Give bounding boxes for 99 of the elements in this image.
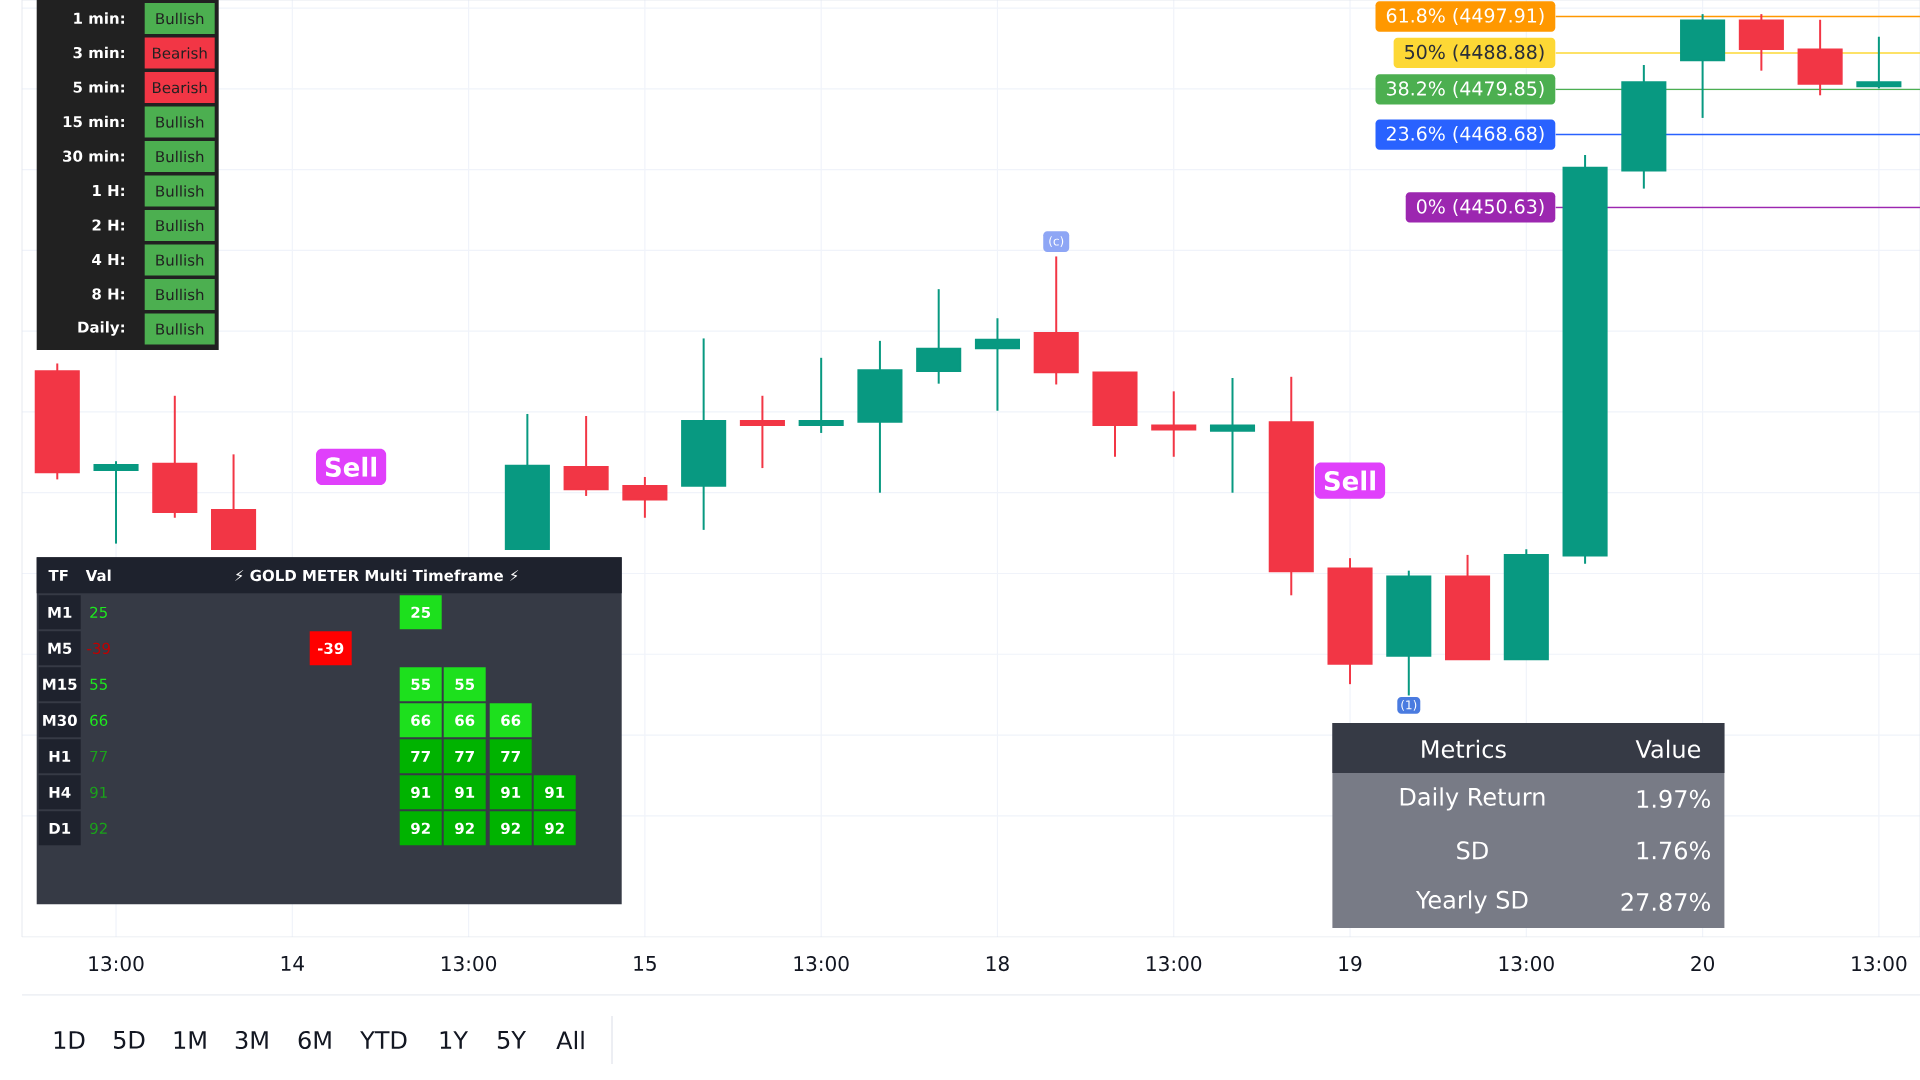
annotation: Bullish bbox=[156, 219, 204, 232]
annotation: Daily: bbox=[78, 321, 124, 336]
annotation: ⚡ GOLD METER Multi Timeframe ⚡ bbox=[235, 569, 519, 582]
x-tick-label: 13:00 bbox=[794, 956, 849, 972]
text: 5D bbox=[113, 1031, 145, 1049]
annotation: 92 bbox=[501, 822, 520, 835]
annotation: 3 min: bbox=[73, 46, 124, 59]
candlestick bbox=[1856, 35, 1902, 90]
annotation: Bullish bbox=[156, 323, 204, 335]
candlestick bbox=[1151, 390, 1197, 458]
annotation: 92 bbox=[90, 822, 107, 835]
ref-line-label: 50% (4488.88) bbox=[1405, 44, 1544, 62]
annotation: 66 bbox=[411, 714, 431, 727]
annotation: 66 bbox=[501, 714, 521, 727]
annotation: 1 H: bbox=[93, 185, 124, 196]
ref-line-label: 0% (4450.63) bbox=[1416, 198, 1544, 216]
annotation: Bullish bbox=[156, 254, 204, 266]
annotation: 66 bbox=[90, 714, 108, 727]
annotation: M1 bbox=[48, 606, 72, 618]
text: 1D bbox=[54, 1031, 85, 1049]
x-tick-label: 13:00 bbox=[89, 956, 144, 972]
candlestick bbox=[974, 317, 1020, 412]
annotation: Bullish bbox=[156, 116, 204, 128]
annotation: H1 bbox=[49, 750, 71, 762]
annotation: 91 bbox=[545, 786, 565, 799]
annotation: 4 H: bbox=[92, 254, 124, 265]
annotation: Bearish bbox=[152, 47, 207, 59]
annotation: 92 bbox=[545, 822, 564, 835]
x-tick-label: 19 bbox=[1339, 956, 1362, 972]
x-tick-label: 13:00 bbox=[441, 956, 497, 972]
candlestick bbox=[798, 356, 844, 434]
annotation: 15 min: bbox=[63, 115, 124, 128]
annotation: 2 H: bbox=[92, 219, 124, 231]
annotation: M30 bbox=[43, 714, 77, 727]
annotation: 1 min: bbox=[74, 12, 124, 24]
text: 3M bbox=[235, 1030, 268, 1050]
annotation: 30 min: bbox=[63, 150, 124, 162]
text: 1M bbox=[174, 1031, 206, 1049]
annotation: Val bbox=[85, 569, 111, 582]
x-tick-label: 13:00 bbox=[1852, 956, 1907, 972]
candlestick bbox=[1209, 377, 1256, 494]
annotation: 55 bbox=[455, 678, 475, 690]
annotation: Bullish bbox=[156, 288, 204, 301]
x-tick-label: 13:00 bbox=[1147, 956, 1202, 972]
text: 1Y bbox=[440, 1031, 469, 1049]
annotation: 91 bbox=[455, 786, 475, 799]
ref-line-label: 38.2% (4479.85) bbox=[1386, 80, 1544, 98]
annotation: Sell bbox=[1324, 470, 1375, 491]
annotation: Yearly SD bbox=[1415, 890, 1528, 914]
annotation: H4 bbox=[49, 786, 71, 798]
x-tick-label: 14 bbox=[281, 956, 304, 971]
annotation: 1.76% bbox=[1637, 841, 1710, 860]
annotation: 77 bbox=[501, 750, 520, 762]
x-tick-label: 18 bbox=[986, 956, 1009, 972]
x-tick-label: 13:00 bbox=[1499, 956, 1554, 972]
ref-line-label: 61.8% (4497.91) bbox=[1386, 8, 1544, 25]
annotation: 55 bbox=[411, 678, 431, 690]
annotation: Metrics bbox=[1422, 739, 1506, 759]
x-tick-label: 15 bbox=[634, 956, 656, 971]
annotation: (c) bbox=[1049, 236, 1064, 247]
annotation: 77 bbox=[411, 750, 430, 762]
annotation: 1.97% bbox=[1637, 789, 1710, 809]
annotation: -39 bbox=[87, 642, 110, 655]
annotation: Bullish bbox=[156, 150, 204, 163]
ref-line-label: 23.6% (4468.68) bbox=[1386, 126, 1544, 144]
annotation: 77 bbox=[90, 750, 107, 762]
annotation: 77 bbox=[455, 750, 474, 762]
text: 5Y bbox=[497, 1031, 527, 1049]
text: 6M bbox=[298, 1030, 331, 1050]
text: All bbox=[556, 1030, 584, 1050]
annotation: D1 bbox=[49, 822, 71, 834]
text: YTD bbox=[360, 1031, 407, 1049]
annotation: -39 bbox=[317, 642, 344, 655]
annotation: SD bbox=[1457, 841, 1488, 860]
annotation: 66 bbox=[455, 714, 475, 727]
annotation: 25 bbox=[411, 606, 431, 619]
annotation: 27.87% bbox=[1621, 892, 1710, 912]
annotation: 5 min: bbox=[73, 81, 124, 93]
annotation: Sell bbox=[325, 456, 376, 477]
annotation: M5 bbox=[48, 642, 72, 654]
annotation: 92 bbox=[411, 822, 430, 835]
annotation: (1) bbox=[1401, 700, 1417, 711]
annotation: Daily Return bbox=[1400, 787, 1545, 811]
annotation: 8 H: bbox=[92, 288, 124, 300]
candlestick bbox=[739, 394, 785, 470]
annotation: 91 bbox=[411, 786, 431, 799]
annotation: 91 bbox=[501, 786, 521, 799]
annotation: Bullish bbox=[156, 185, 204, 197]
annotation: 25 bbox=[90, 606, 107, 619]
x-tick-label: 20 bbox=[1691, 956, 1715, 972]
annotation: Value bbox=[1635, 739, 1701, 759]
annotation: 91 bbox=[90, 786, 107, 799]
candlestick bbox=[93, 460, 139, 545]
annotation: Bearish bbox=[152, 81, 207, 94]
annotation: TF bbox=[48, 569, 68, 581]
annotation: Bullish bbox=[156, 12, 204, 25]
annotation: M15 bbox=[43, 678, 77, 690]
annotation: 92 bbox=[455, 822, 474, 835]
annotation: 55 bbox=[90, 678, 107, 690]
